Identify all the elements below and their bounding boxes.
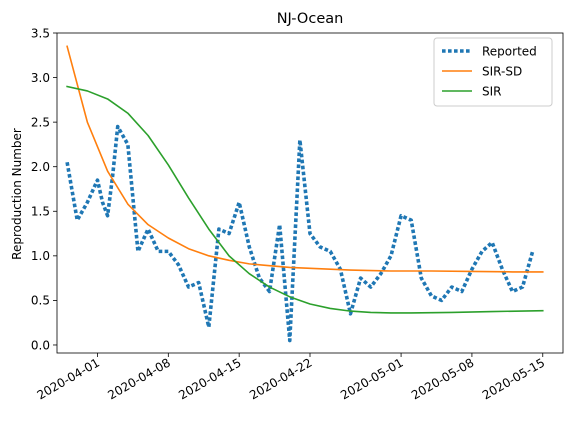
axes-frame: [56, 32, 564, 354]
y-tick-label: 0.5: [31, 294, 50, 308]
y-tick-label: 3.5: [31, 26, 50, 40]
y-tick-label: 2.0: [31, 160, 50, 174]
y-tick-label: 3.0: [31, 71, 50, 85]
legend-box: [433, 37, 553, 107]
plot-area: [65, 45, 544, 343]
series-line-sir: [66, 85, 544, 314]
legend-label: Reported: [482, 45, 537, 59]
series-line-sir-sd: [66, 45, 544, 273]
legend: Reported SIR-SD SIR: [433, 37, 553, 107]
y-axis-label: Reproduction Number: [10, 128, 24, 260]
y-tick-label: 0.0: [31, 338, 50, 352]
y-tick-label: 1.0: [31, 249, 50, 263]
legend-label: SIR-SD: [482, 65, 522, 79]
y-tick-label: 2.5: [31, 115, 50, 129]
legend-label: SIR: [482, 85, 502, 99]
chart-title: NJ-Ocean: [277, 11, 344, 27]
series-line-reported: [65, 124, 535, 343]
y-tick-label: 1.5: [31, 205, 50, 219]
y-axis: 0.0 0.5 1.0 1.5 2.0 2.5 3.0 3.5: [31, 26, 57, 352]
